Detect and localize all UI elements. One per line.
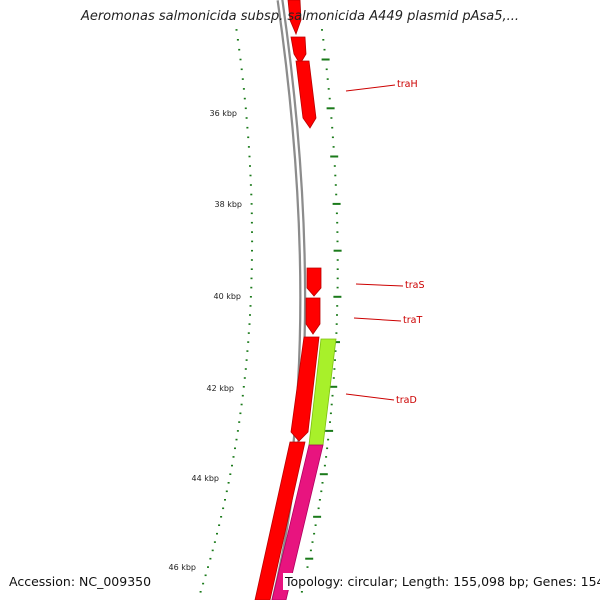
- gene-arrow-trat[interactable]: [305, 297, 321, 335]
- gene-arrow[interactable]: [287, 0, 302, 36]
- callout-line-trad: [345, 393, 395, 401]
- scale-label-36: 36 kbp: [209, 109, 237, 118]
- gene-label-trah[interactable]: traH: [397, 79, 418, 90]
- scale-label-38: 38 kbp: [214, 200, 242, 209]
- topology-label: Topology: circular; Length: 155,098 bp; …: [283, 573, 600, 590]
- scale-label-40: 40 kbp: [213, 292, 241, 301]
- scale-label-46: 46 kbp: [168, 563, 196, 572]
- gene-arrow-tras[interactable]: [306, 267, 322, 297]
- gene-arrow[interactable]: [290, 336, 320, 442]
- inner-tick-ring: [199, 29, 254, 593]
- scale-label-42: 42 kbp: [206, 384, 234, 393]
- gene-arrow[interactable]: [290, 36, 307, 65]
- gene-arrow[interactable]: [254, 441, 306, 600]
- scale-label-44: 44 kbp: [191, 474, 219, 483]
- gene-label-trad[interactable]: traD: [396, 395, 417, 406]
- gene-label-trat[interactable]: traT: [403, 315, 422, 326]
- outer-tick-ring: [300, 29, 342, 593]
- callout-line-trah: [345, 84, 396, 92]
- gene-arrow-trah[interactable]: [295, 60, 317, 129]
- map-title: Aeromonas salmonicida subsp. salmonicida…: [80, 9, 520, 24]
- accession-label: Accession: NC_009350: [7, 573, 154, 590]
- gene-label-tras[interactable]: traS: [405, 280, 424, 291]
- callout-line-tras: [355, 283, 404, 287]
- gene-arrow-reverse[interactable]: [271, 444, 324, 600]
- callout-line-trat: [353, 317, 402, 322]
